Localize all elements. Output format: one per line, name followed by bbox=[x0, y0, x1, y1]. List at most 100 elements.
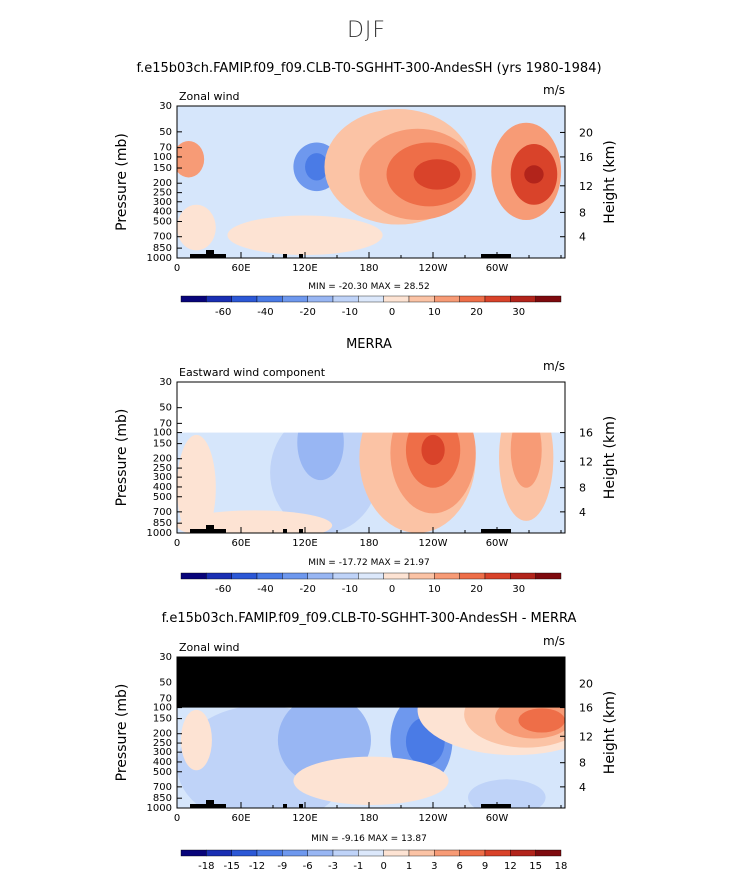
colorbar-swatch bbox=[535, 572, 562, 580]
y-axis-title: Pressure (mb) bbox=[114, 684, 130, 782]
colorbar-swatch bbox=[332, 295, 359, 303]
colorbar-swatch bbox=[408, 572, 435, 580]
page-title: DJF bbox=[346, 18, 387, 43]
y2-tick-label: 8 bbox=[579, 482, 586, 495]
colorbar-label: 3 bbox=[431, 861, 437, 872]
y2-tick-label: 12 bbox=[579, 455, 593, 468]
colorbar-label: 20 bbox=[470, 307, 483, 318]
colorbar-label: 10 bbox=[428, 584, 441, 595]
colorbar-swatch bbox=[408, 849, 435, 857]
contour-region bbox=[524, 165, 544, 184]
y-tick-label: 30 bbox=[159, 101, 172, 112]
min-max-label: MIN = -20.30 MAX = 28.52 bbox=[308, 282, 429, 292]
topography-bar bbox=[481, 254, 511, 258]
colorbar-label: 0 bbox=[380, 861, 386, 872]
topography-bar bbox=[283, 804, 287, 808]
colorbar-label: -20 bbox=[299, 307, 315, 318]
contour-region bbox=[177, 140, 205, 178]
y-tick-label: 70 bbox=[159, 418, 172, 429]
contour-region bbox=[177, 204, 216, 251]
colorbar-label: 0 bbox=[389, 307, 395, 318]
colorbar-label: -1 bbox=[353, 861, 363, 872]
colorbar-label: 18 bbox=[555, 861, 568, 872]
colorbar-label: -9 bbox=[277, 861, 287, 872]
x-tick-label: 60W bbox=[486, 813, 509, 824]
y-axis-title: Pressure (mb) bbox=[114, 409, 130, 507]
x-tick-label: 60W bbox=[486, 538, 509, 549]
colorbar-label: -6 bbox=[303, 861, 313, 872]
colorbar-swatch bbox=[282, 572, 308, 580]
panel-variable-label: Zonal wind bbox=[179, 90, 240, 103]
colorbar-swatch bbox=[510, 572, 536, 580]
plot-frame bbox=[176, 105, 566, 259]
y-tick-label: 850 bbox=[153, 243, 172, 254]
contour-region bbox=[413, 159, 461, 190]
colorbar-swatch bbox=[358, 849, 384, 857]
y-tick-label: 250 bbox=[153, 188, 172, 199]
y-tick-label: 850 bbox=[153, 793, 172, 804]
topography-bar bbox=[481, 804, 511, 808]
colorbar-label: 10 bbox=[428, 307, 441, 318]
colorbar-swatch bbox=[231, 572, 258, 580]
colorbar-swatch bbox=[535, 849, 562, 857]
y-tick-label: 200 bbox=[153, 729, 172, 740]
colorbar-label: -10 bbox=[342, 584, 358, 595]
y-tick-label: 400 bbox=[153, 207, 172, 218]
colorbar-swatch bbox=[282, 295, 308, 303]
colorbar-swatch bbox=[256, 572, 283, 580]
colorbar-label: -3 bbox=[328, 861, 338, 872]
panel-variable-label: Eastward wind component bbox=[179, 366, 326, 379]
colorbar-swatch bbox=[282, 849, 308, 857]
plot-frame bbox=[176, 381, 566, 534]
y2-tick-label: 16 bbox=[579, 427, 593, 440]
x-tick-label: 60E bbox=[231, 263, 250, 274]
y2-tick-label: 20 bbox=[579, 677, 593, 690]
chart-panel-1: f.e15b03ch.FAMIP.f09_f09.CLB-T0-SGHHT-30… bbox=[114, 61, 618, 318]
colorbar-swatch bbox=[535, 295, 562, 303]
y-tick-label: 700 bbox=[153, 507, 172, 518]
x-tick-label: 60E bbox=[231, 813, 250, 824]
x-tick-label: 180 bbox=[359, 538, 378, 549]
colorbar-swatch bbox=[383, 849, 410, 857]
x-tick-label: 120W bbox=[419, 263, 448, 274]
y-tick-label: 250 bbox=[153, 463, 172, 474]
colorbar-swatch bbox=[383, 572, 410, 580]
y-tick-label: 1000 bbox=[147, 253, 172, 264]
colorbar-label: -12 bbox=[249, 861, 265, 872]
y2-tick-label: 12 bbox=[579, 180, 593, 193]
masked-region bbox=[177, 657, 565, 708]
y-tick-label: 70 bbox=[159, 143, 172, 154]
y-tick-label: 700 bbox=[153, 232, 172, 243]
y-tick-label: 50 bbox=[159, 678, 172, 689]
topography-bar bbox=[206, 529, 214, 533]
colorbar-label: -18 bbox=[198, 861, 214, 872]
colorbar-swatch bbox=[307, 849, 334, 857]
topography-bar bbox=[481, 529, 511, 533]
x-tick-label: 120W bbox=[419, 538, 448, 549]
topography-bar bbox=[206, 250, 214, 254]
contour-region bbox=[305, 153, 329, 181]
y-tick-label: 700 bbox=[153, 782, 172, 793]
topography-bar bbox=[283, 529, 287, 533]
y2-tick-label: 8 bbox=[579, 206, 586, 219]
y-tick-label: 1000 bbox=[147, 528, 172, 539]
x-tick-label: 0 bbox=[174, 263, 180, 274]
colorbar-swatch bbox=[358, 572, 384, 580]
colorbar-swatch bbox=[358, 295, 384, 303]
y-tick-label: 400 bbox=[153, 757, 172, 768]
contour-region bbox=[227, 215, 383, 255]
colorbar-label: 30 bbox=[512, 307, 525, 318]
x-tick-label: 120W bbox=[419, 813, 448, 824]
colorbar-label: 6 bbox=[456, 861, 462, 872]
x-tick-label: 60W bbox=[486, 263, 509, 274]
panel-units-label: m/s bbox=[543, 634, 565, 648]
colorbar-swatch bbox=[332, 572, 359, 580]
panel-units-label: m/s bbox=[543, 359, 565, 373]
y-tick-label: 50 bbox=[159, 127, 172, 138]
colorbar-swatch bbox=[408, 295, 435, 303]
x-tick-label: 60E bbox=[231, 538, 250, 549]
colorbar-label: 1 bbox=[406, 861, 412, 872]
y-tick-label: 400 bbox=[153, 482, 172, 493]
